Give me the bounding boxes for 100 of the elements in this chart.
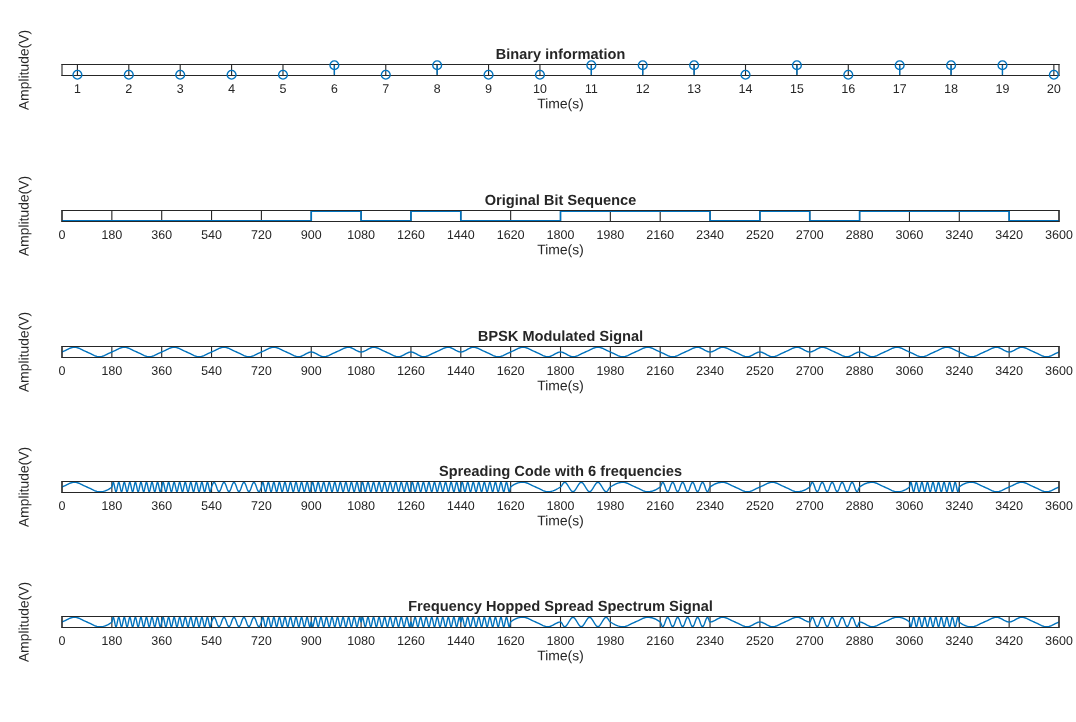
y-axis-title: Amplitude(V) (18, 176, 32, 257)
x-tick-label: 3420 (995, 230, 1023, 240)
x-tick-label: 1260 (398, 366, 425, 376)
x-tick-label: 2340 (696, 636, 724, 646)
x-tick-label: 5 (280, 84, 286, 94)
x-tick-label: 1620 (497, 501, 525, 511)
x-tick-label: 3600 (1045, 636, 1073, 646)
x-tick-label: 2700 (796, 636, 824, 646)
y-axis-title: Amplitude(V) (18, 582, 32, 663)
x-tick-label: 1980 (597, 230, 624, 240)
x-tick-label: 2340 (696, 366, 724, 376)
x-tick-label: 3240 (945, 366, 973, 376)
x-tick-label: 3240 (945, 230, 973, 240)
x-tick-label: 1800 (547, 230, 574, 240)
chart-title: BPSK Modulated Signal (478, 330, 643, 345)
x-tick-label: 20 (1047, 84, 1061, 94)
x-tick-label: 720 (251, 366, 272, 376)
x-tick-label: 8 (434, 84, 441, 94)
x-axis-title: Time(s) (537, 244, 583, 258)
x-tick-label: 900 (301, 636, 322, 646)
x-tick-label: 3 (177, 84, 184, 94)
x-tick-label: 3600 (1045, 366, 1073, 376)
x-tick-label: 1440 (447, 636, 475, 646)
x-tick-label: 11 (585, 84, 598, 93)
chart-title: Spreading Code with 6 frequencies (439, 465, 682, 480)
x-tick-label: 6 (331, 84, 338, 94)
x-tick-label: 3060 (896, 501, 923, 511)
x-tick-label: 1440 (447, 230, 475, 240)
x-tick-label: 2880 (846, 501, 874, 511)
x-tick-label: 360 (151, 366, 172, 376)
x-tick-label: 3060 (896, 366, 923, 376)
x-tick-label: 1440 (447, 366, 475, 376)
x-tick-label: 1800 (547, 366, 574, 376)
x-tick-label: 540 (201, 230, 222, 240)
x-tick-label: 1260 (398, 501, 425, 511)
x-tick-label: 900 (301, 230, 322, 240)
x-axis-title: Time(s) (537, 98, 583, 112)
x-axis-title: Time(s) (537, 650, 583, 664)
x-tick-label: 360 (151, 501, 172, 511)
x-tick-label: 3060 (896, 636, 923, 646)
x-tick-label: 0 (59, 501, 65, 511)
x-tick-label: 2700 (796, 501, 824, 511)
x-tick-label: 10 (533, 84, 547, 94)
x-tick-label: 0 (59, 366, 65, 376)
x-tick-label: 1800 (547, 636, 574, 646)
x-tick-label: 2700 (796, 366, 824, 376)
x-tick-label: 18 (945, 84, 958, 94)
chart-title: Frequency Hopped Spread Spectrum Signal (409, 600, 712, 615)
x-tick-label: 1980 (597, 636, 624, 646)
x-tick-label: 2340 (696, 501, 724, 511)
x-tick-label: 720 (251, 636, 272, 646)
x-tick-label: 900 (301, 366, 322, 376)
chart-title: Binary information (496, 48, 625, 62)
x-tick-label: 0 (59, 636, 65, 646)
x-tick-label: 2520 (746, 501, 774, 511)
x-tick-label: 360 (151, 230, 172, 240)
x-tick-label: 15 (790, 84, 804, 94)
y-axis-title: Amplitude(V) (18, 312, 32, 393)
x-tick-label: 1620 (497, 366, 525, 376)
x-tick-label: 12 (636, 84, 650, 93)
x-tick-label: 2340 (696, 230, 724, 240)
x-tick-label: 180 (102, 230, 122, 240)
chart-title: Original Bit Sequence (485, 194, 636, 209)
x-tick-label: 2880 (846, 230, 874, 240)
x-tick-label: 7 (382, 84, 389, 93)
x-tick-label: 17 (893, 84, 907, 93)
x-tick-label: 3420 (995, 501, 1023, 511)
x-tick-label: 1440 (447, 501, 475, 511)
x-tick-label: 2700 (796, 230, 824, 240)
x-tick-label: 3420 (995, 636, 1023, 646)
x-tick-label: 900 (301, 501, 322, 511)
x-tick-label: 0 (59, 230, 65, 240)
x-tick-label: 1620 (497, 230, 525, 240)
x-tick-label: 1080 (348, 636, 375, 646)
x-tick-label: 2160 (646, 366, 674, 376)
x-tick-label: 2520 (746, 636, 774, 646)
x-tick-label: 1980 (597, 501, 624, 511)
x-tick-label: 1260 (398, 636, 425, 646)
x-tick-label: 2520 (746, 366, 774, 376)
x-tick-label: 540 (201, 501, 222, 511)
x-tick-label: 1620 (497, 636, 525, 646)
x-tick-label: 540 (201, 636, 222, 646)
x-tick-label: 2880 (846, 636, 874, 646)
x-tick-label: 2880 (846, 366, 874, 376)
x-tick-label: 1980 (597, 366, 624, 376)
x-tick-label: 540 (201, 366, 222, 376)
x-tick-label: 14 (739, 84, 753, 93)
x-tick-label: 1260 (398, 230, 425, 240)
x-tick-label: 1 (74, 84, 81, 93)
x-tick-label: 2 (125, 84, 132, 93)
x-tick-label: 3600 (1045, 230, 1073, 240)
x-tick-label: 3240 (945, 636, 973, 646)
x-tick-label: 1800 (547, 501, 574, 511)
y-axis-title: Amplitude(V) (18, 447, 32, 528)
x-tick-label: 2160 (646, 230, 674, 240)
x-tick-label: 3420 (995, 366, 1023, 376)
x-tick-label: 4 (228, 84, 235, 93)
x-tick-label: 19 (996, 84, 1009, 94)
x-tick-label: 3240 (945, 501, 973, 511)
x-tick-label: 720 (251, 501, 272, 511)
